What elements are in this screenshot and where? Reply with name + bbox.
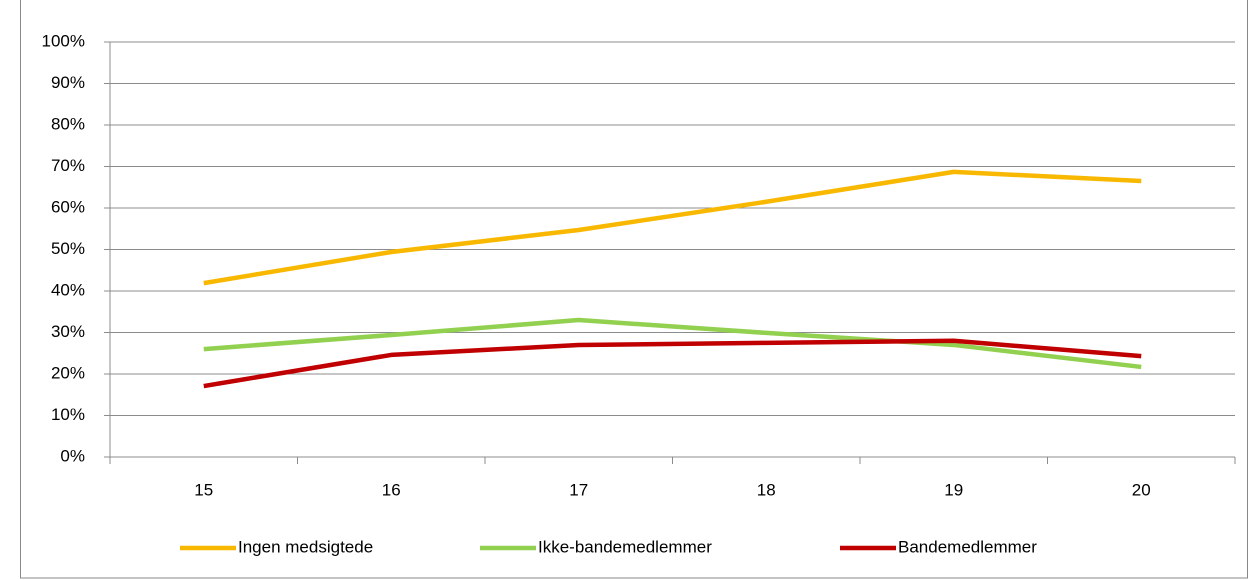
- x-tick-label: 18: [757, 480, 776, 499]
- x-tick-label: 19: [944, 480, 963, 499]
- y-tick-label: 30%: [51, 322, 85, 341]
- y-tick-label: 20%: [51, 363, 85, 382]
- chart-border: [20, 0, 1248, 579]
- y-tick-label: 40%: [51, 280, 85, 299]
- x-tick-label: 17: [569, 480, 588, 499]
- y-tick-label: 60%: [51, 197, 85, 216]
- x-tick-label: 20: [1132, 480, 1151, 499]
- legend-label: Ikke-bandemedlemmer: [538, 537, 712, 556]
- y-tick-label: 70%: [51, 156, 85, 175]
- series-line: [203, 169, 1142, 286]
- x-tick-label: 16: [382, 480, 401, 499]
- series-line: [203, 317, 1142, 370]
- legend-label: Ingen medsigtede: [238, 537, 373, 556]
- y-tick-label: 90%: [51, 73, 85, 92]
- y-tick-label: 0%: [60, 446, 85, 465]
- y-tick-label: 80%: [51, 114, 85, 133]
- legend-label: Bandemedlemmer: [898, 537, 1037, 556]
- y-tick-label: 100%: [42, 31, 85, 50]
- series-line: [203, 338, 1142, 389]
- x-tick-label: 15: [194, 480, 213, 499]
- y-tick-label: 10%: [51, 405, 85, 424]
- y-tick-label: 50%: [51, 239, 85, 258]
